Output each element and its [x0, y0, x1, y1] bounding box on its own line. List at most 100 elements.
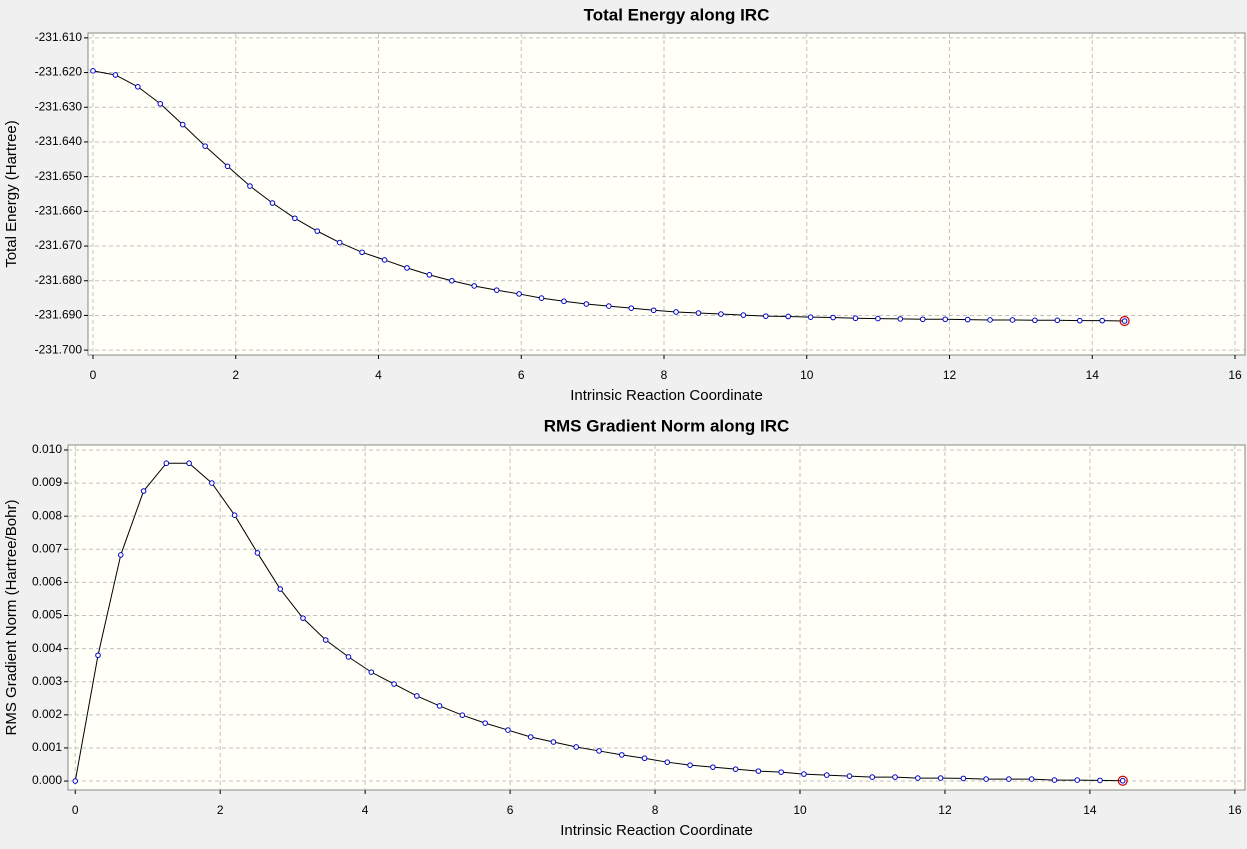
point-marker [426, 272, 433, 278]
point-marker [300, 615, 306, 621]
point-marker [209, 480, 215, 486]
point-marker [163, 460, 170, 467]
point-marker [583, 301, 590, 307]
point-marker [573, 744, 579, 750]
y-tick-label: 0.007 [32, 541, 62, 555]
point-marker [368, 669, 375, 675]
point-marker [1054, 317, 1061, 324]
y-tick-label: 0.002 [32, 707, 62, 721]
point-marker [1009, 317, 1016, 323]
point-marker [247, 183, 253, 189]
point-marker [224, 163, 231, 170]
y-tick-label: 0.008 [32, 508, 62, 522]
y-tick-label: 0.004 [32, 641, 62, 655]
point-marker [254, 550, 261, 556]
point-marker [493, 287, 500, 293]
y-tick-label: 0.001 [32, 740, 62, 754]
point-marker [95, 652, 101, 659]
y-tick-label: -231.670 [35, 238, 83, 252]
point-marker [718, 311, 724, 317]
point-marker [231, 512, 238, 518]
point-marker [550, 739, 557, 745]
point-marker [471, 283, 478, 289]
point-marker [90, 68, 96, 74]
point-marker [381, 257, 388, 263]
x-axis-label: Intrinsic Reaction Coordinate [560, 822, 753, 839]
x-tick-label: 2 [217, 803, 224, 817]
x-axis-label: Intrinsic Reaction Coordinate [570, 387, 763, 404]
y-tick-label: -231.630 [35, 99, 83, 113]
point-marker [897, 316, 904, 322]
point-marker [937, 775, 944, 781]
point-marker [1121, 318, 1128, 324]
point-marker [801, 771, 807, 777]
point-marker [695, 310, 702, 316]
point-marker [740, 312, 747, 318]
point-marker [322, 637, 329, 643]
plot-area [67, 444, 1246, 791]
point-marker [359, 249, 365, 256]
point-marker [1028, 776, 1035, 782]
y-tick-label: 0.003 [32, 674, 62, 688]
point-marker [1074, 777, 1081, 783]
point-marker [482, 720, 488, 726]
point-marker [202, 143, 208, 149]
point-marker [1099, 317, 1105, 324]
point-marker [112, 72, 119, 78]
y-tick-label: 0.010 [32, 442, 62, 456]
point-marker [650, 307, 657, 314]
y-tick-label: -231.610 [35, 30, 83, 44]
point-marker [516, 291, 522, 297]
x-tick-label: 0 [72, 803, 79, 817]
y-axis-label: Total Energy (Hartree) [3, 120, 20, 268]
point-marker [135, 83, 141, 90]
point-marker [157, 100, 164, 107]
y-tick-label: -231.690 [35, 308, 83, 322]
y-tick-label: -231.620 [35, 65, 83, 79]
point-marker [414, 693, 420, 699]
x-tick-label: 10 [800, 368, 814, 382]
point-marker [964, 316, 971, 323]
point-marker [762, 313, 769, 319]
point-marker [785, 313, 791, 320]
point-marker [732, 766, 739, 772]
point-marker [269, 200, 276, 206]
point-marker [538, 295, 545, 301]
point-marker [561, 298, 567, 305]
point-marker [391, 681, 397, 687]
y-tick-label: -231.650 [35, 169, 83, 183]
point-marker [778, 769, 784, 775]
point-marker [117, 552, 124, 558]
x-tick-label: 6 [518, 368, 525, 382]
point-marker [72, 778, 79, 784]
current-point [1117, 775, 1128, 786]
x-tick-label: 8 [652, 803, 659, 817]
point-marker [292, 215, 298, 222]
y-tick-label: 0.006 [32, 575, 62, 589]
point-marker [687, 762, 693, 768]
point-marker [336, 239, 343, 246]
x-tick-label: 4 [362, 803, 369, 817]
x-tick-label: 6 [507, 803, 514, 817]
chart-title: RMS Gradient Norm along IRC [544, 416, 790, 435]
point-marker [846, 773, 853, 779]
current-point [1119, 315, 1130, 327]
point-marker [277, 586, 284, 592]
point-marker [869, 774, 876, 780]
point-marker [505, 727, 511, 733]
point-marker [987, 317, 993, 323]
point-marker [314, 228, 321, 234]
point-marker [914, 775, 921, 781]
x-tick-label: 14 [1086, 368, 1100, 382]
point-marker [942, 316, 949, 323]
point-marker [449, 277, 455, 284]
point-marker [186, 460, 192, 467]
y-tick-label: 0.009 [32, 475, 62, 489]
point-marker [892, 774, 898, 780]
point-marker [1076, 317, 1083, 324]
point-marker [641, 755, 648, 762]
point-marker [1006, 776, 1012, 782]
x-tick-label: 0 [90, 368, 97, 382]
point-marker [830, 314, 836, 321]
y-tick-label: -231.660 [35, 204, 83, 218]
